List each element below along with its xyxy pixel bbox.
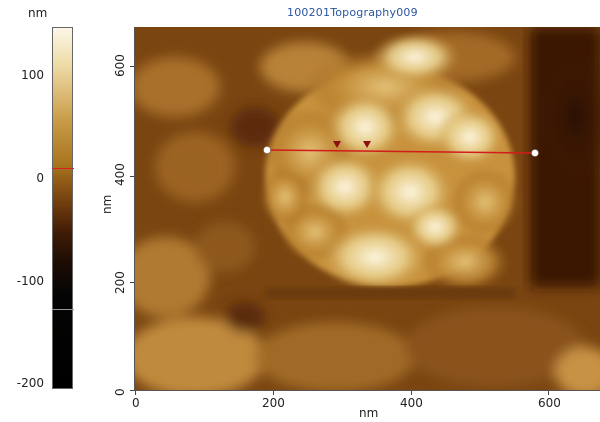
y-tick-mark-0 <box>130 390 134 391</box>
x-tick-mark-0 <box>135 391 136 395</box>
x-tick-mark-200 <box>273 391 274 395</box>
x-tick-600: 600 <box>538 396 561 410</box>
colorbar-tick-minus-200: -200 <box>16 376 44 390</box>
x-tick-200: 200 <box>262 396 285 410</box>
topography-svg <box>135 27 600 390</box>
profile-line-start-handle[interactable] <box>263 146 271 154</box>
topography-image[interactable] <box>134 27 600 391</box>
y-tick-0: 0 <box>113 388 127 396</box>
colorbar-marker-red <box>52 168 74 169</box>
colorbar-tick-minus-100: -100 <box>16 274 44 288</box>
x-tick-mark-400 <box>411 391 412 395</box>
colorbar <box>52 27 73 389</box>
y-tick-mark-600 <box>130 66 134 67</box>
y-tick-200: 200 <box>113 271 127 294</box>
x-tick-mark-600 <box>548 391 549 395</box>
profile-line[interactable] <box>266 149 536 154</box>
profile-cursor-marker-1[interactable] <box>333 141 341 148</box>
colorbar-tick-0: 0 <box>36 171 44 185</box>
profile-line-end-handle[interactable] <box>531 149 539 157</box>
colorbar-tick-100: 100 <box>21 68 44 82</box>
x-tick-400: 400 <box>400 396 423 410</box>
y-tick-mark-400 <box>130 176 134 177</box>
y-tick-400: 400 <box>113 163 127 186</box>
x-tick-0: 0 <box>132 396 140 410</box>
colorbar-unit-label: nm <box>28 6 48 20</box>
colorbar-marker-gray <box>52 309 74 310</box>
profile-cursor-marker-2[interactable] <box>363 141 371 148</box>
x-axis-label: nm <box>359 406 379 420</box>
y-axis-label: nm <box>100 194 114 214</box>
y-tick-mark-200 <box>130 282 134 283</box>
image-title: 100201Topography009 <box>287 6 418 19</box>
y-tick-600: 600 <box>113 54 127 77</box>
